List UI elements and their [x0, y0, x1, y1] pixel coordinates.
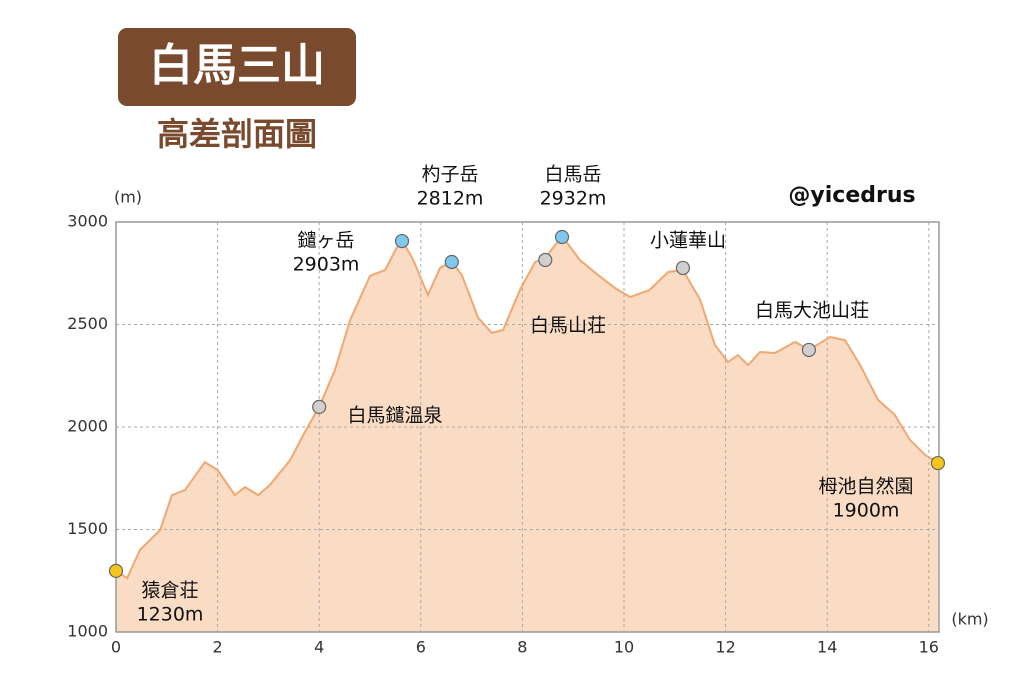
elevation-line	[115, 234, 939, 580]
x-tick-label: 12	[715, 638, 735, 657]
waypoint-marker	[108, 563, 124, 579]
y-axis-label: (m)	[114, 188, 142, 207]
waypoint-name: 白馬鑓溫泉	[347, 405, 442, 427]
waypoint-name: 白馬山荘	[530, 315, 606, 337]
y-tick-label: 1000	[67, 622, 108, 641]
x-tick-label: 4	[314, 638, 324, 657]
waypoint-elevation: 2903m	[293, 254, 360, 276]
x-tick-label: 10	[614, 638, 634, 657]
waypoint-name: 猿倉荘	[141, 580, 198, 602]
title-box	[118, 28, 356, 106]
waypoint-marker	[675, 260, 691, 276]
x-tick-label: 2	[213, 638, 223, 657]
waypoint-elevation: 2812m	[417, 188, 484, 210]
waypoint-marker	[801, 342, 817, 358]
waypoint-marker	[394, 233, 410, 249]
y-tick-label: 2500	[67, 314, 108, 333]
x-axis-label: (km)	[951, 610, 988, 629]
waypoint-marker	[444, 254, 459, 270]
waypoint-elevation: 1900m	[833, 500, 900, 522]
x-tick-label: 8	[517, 638, 527, 657]
x-tick-label: 0	[111, 638, 121, 657]
elevation-area	[116, 235, 938, 632]
waypoint-name: 小蓮華山	[650, 230, 726, 252]
waypoint-elevation: 2932m	[540, 188, 607, 210]
waypoint-name: 白馬岳	[544, 164, 601, 186]
chart-subtitle: 高差剖面圖	[157, 115, 317, 153]
waypoint-marker	[554, 229, 570, 245]
y-tick-label: 3000	[67, 212, 108, 231]
waypoint-elevation: 1230m	[137, 604, 204, 626]
y-tick-label: 1500	[67, 519, 108, 538]
x-tick-label: 14	[817, 638, 837, 657]
waypoint-name: 杓子岳	[421, 164, 478, 186]
waypoint-marker	[312, 399, 327, 415]
y-tick-label: 2000	[67, 417, 108, 436]
x-tick-label: 6	[416, 638, 426, 657]
waypoint-name: 栂池自然園	[818, 476, 913, 498]
waypoint-marker	[930, 455, 946, 471]
waypoint-marker	[538, 252, 553, 268]
waypoint-name: 白馬大池山荘	[755, 300, 869, 322]
plot-frame	[115, 221, 940, 633]
waypoint-name: 鑓ヶ岳	[297, 230, 354, 252]
x-tick-label: 16	[919, 638, 939, 657]
chart-title: 白馬三山	[149, 40, 325, 91]
credit: @yicedrus	[788, 183, 915, 208]
